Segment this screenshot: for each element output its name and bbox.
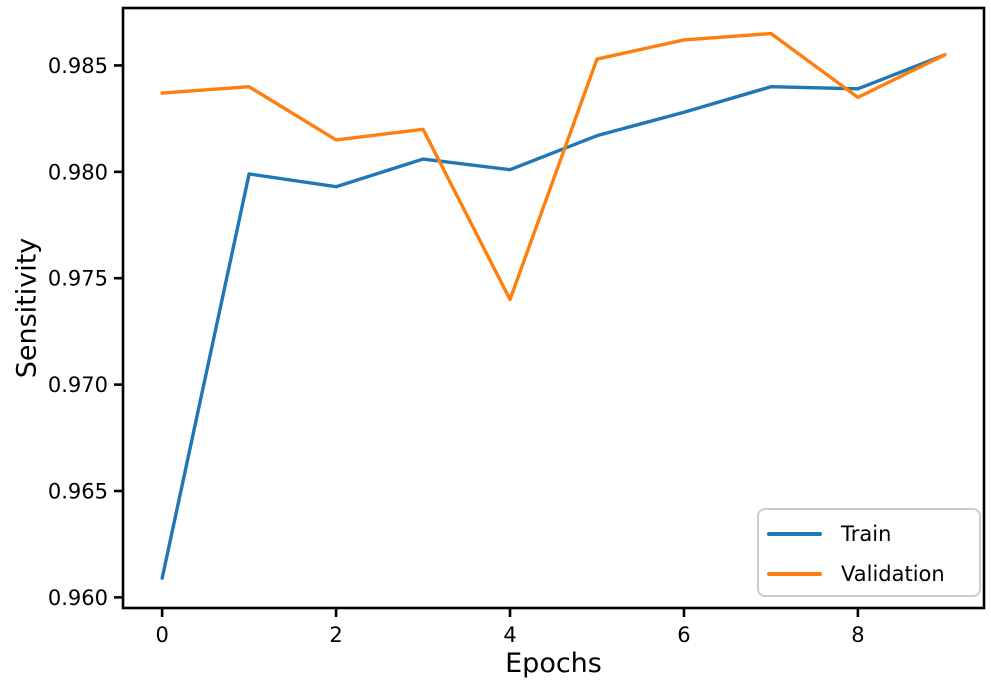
y-axis-title: Sensitivity: [11, 237, 43, 379]
train-line-swatch: [767, 532, 822, 536]
x-tick-label: 0: [155, 623, 168, 647]
x-tick-label: 4: [503, 623, 516, 647]
x-axis-title: Epochs: [505, 648, 602, 679]
x-tick-label: 6: [677, 623, 690, 647]
legend-item-train: Train: [759, 514, 979, 554]
legend-label-validation: Validation: [841, 561, 945, 586]
legend: Train Validation: [757, 508, 981, 597]
y-tick-label: 0.970: [48, 373, 108, 397]
y-tick-label: 0.980: [48, 160, 108, 184]
y-tick-label: 0.960: [48, 586, 108, 610]
train-line: [160, 53, 947, 580]
validation-line: [160, 31, 947, 302]
x-tick-label: 8: [851, 623, 864, 647]
validation-line-swatch: [767, 572, 822, 576]
y-tick-label: 0.985: [48, 54, 108, 78]
axes-spines: [121, 6, 986, 610]
y-tick-label: 0.965: [48, 479, 108, 503]
y-tick-label: 0.975: [48, 267, 108, 291]
x-tick-label: 2: [329, 623, 342, 647]
legend-item-validation: Validation: [759, 554, 979, 594]
legend-label-train: Train: [841, 521, 892, 546]
